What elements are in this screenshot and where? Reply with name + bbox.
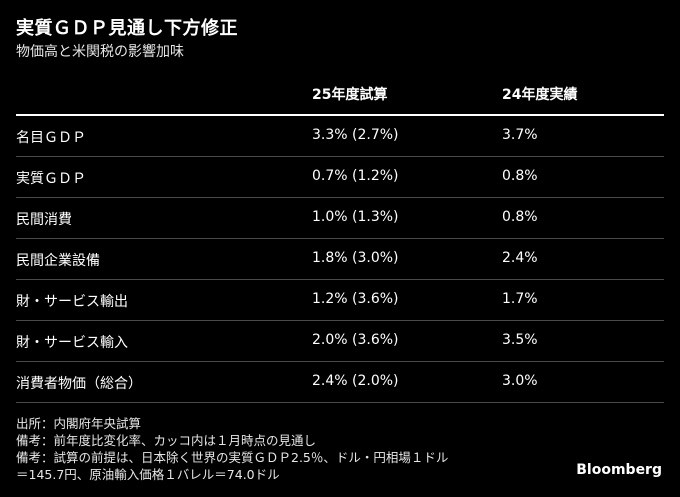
fy24-value: 3.5%: [502, 332, 538, 348]
row-label: 民間消費: [16, 212, 72, 228]
bloomberg-logo: Bloomberg: [576, 462, 662, 478]
row-label: 消費者物価（総合）: [16, 376, 142, 392]
data-table: 25年度試算 24年度実績 名目ＧＤＰ 3.3% (2.7%) 3.7% 実質Ｇ…: [16, 76, 664, 403]
fy24-value: 3.0%: [502, 373, 538, 389]
table-row: 財・サービス輸出 1.2% (3.6%) 1.7%: [16, 280, 664, 321]
table-row: 民間企業設備 1.8% (3.0%) 2.4%: [16, 239, 664, 280]
fy25-value: 1.2% (3.6%): [312, 291, 399, 307]
row-label: 民間企業設備: [16, 253, 100, 269]
fy24-value: 2.4%: [502, 250, 538, 266]
table-row: 名目ＧＤＰ 3.3% (2.7%) 3.7%: [16, 116, 664, 157]
fy24-value: 3.7%: [502, 127, 538, 143]
fy24-value: 0.8%: [502, 168, 538, 184]
table-row: 消費者物価（総合） 2.4% (2.0%) 3.0%: [16, 362, 664, 403]
fy25-value: 1.0% (1.3%): [312, 209, 399, 225]
note-assumptions-continued: ＝145.7円、原油輸入価格１バレル＝74.0ドル: [16, 467, 280, 482]
header-fy24-actual: 24年度実績: [502, 87, 578, 103]
fy24-value: 1.7%: [502, 291, 538, 307]
note-assumptions: 備考：試算の前提は、日本除く世界の実質ＧＤＰ2.5％、ドル・円相場１ドル: [16, 450, 449, 465]
row-label: 財・サービス輸入: [16, 335, 128, 351]
fy25-value: 3.3% (2.7%): [312, 127, 399, 143]
fy25-value: 2.0% (3.6%): [312, 332, 399, 348]
header-fy25-estimate: 25年度試算: [312, 87, 388, 103]
note-remark: 備考：前年度比変化率、カッコ内は１月時点の見通し: [16, 433, 317, 448]
table-row: 民間消費 1.0% (1.3%) 0.8%: [16, 198, 664, 239]
table-row: 実質ＧＤＰ 0.7% (1.2%) 0.8%: [16, 157, 664, 198]
row-label: 財・サービス輸出: [16, 294, 128, 310]
fy25-value: 1.8% (3.0%): [312, 250, 399, 266]
table-row: 財・サービス輸入 2.0% (3.6%) 3.5%: [16, 321, 664, 362]
page-title: 実質ＧＤＰ見通し下方修正: [16, 18, 238, 39]
note-source: 出所：内閣府年央試算: [16, 416, 142, 431]
row-label: 名目ＧＤＰ: [16, 130, 86, 146]
page-subtitle: 物価高と米関税の影響加味: [16, 44, 184, 60]
fy24-value: 0.8%: [502, 209, 538, 225]
table-header: 25年度試算 24年度実績: [16, 76, 664, 116]
footnotes: 出所：内閣府年央試算 備考：前年度比変化率、カッコ内は１月時点の見通し 備考：試…: [16, 415, 448, 483]
fy25-value: 0.7% (1.2%): [312, 168, 399, 184]
fy25-value: 2.4% (2.0%): [312, 373, 399, 389]
row-label: 実質ＧＤＰ: [16, 171, 86, 187]
